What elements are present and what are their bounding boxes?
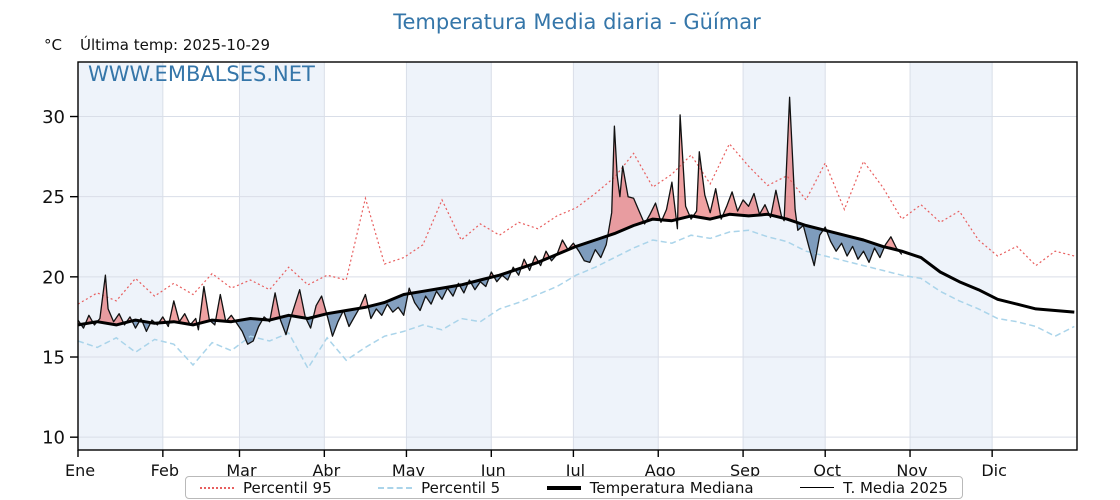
month-band <box>910 62 993 450</box>
percentil95-line-swatch <box>200 486 234 489</box>
x-tick-label: May <box>392 461 425 480</box>
plot-border <box>77 61 1078 451</box>
x-tick-label: Feb <box>151 461 179 480</box>
chart-title: Temperatura Media diaria - Güímar <box>393 10 761 34</box>
chart-legend: Percentil 95 Percentil 5 Temperatura Med… <box>185 476 963 499</box>
last-temp-label: Última temp: 2025-10-29 <box>80 36 271 54</box>
legend-item-percentil-95: Percentil 95 <box>200 479 332 497</box>
legend-label: Temperatura Mediana <box>589 478 754 497</box>
mediana-line-swatch <box>546 485 581 490</box>
y-axis-unit-label: °C <box>44 36 62 54</box>
x-tick-label: Nov <box>896 461 927 480</box>
month-band <box>239 62 325 450</box>
y-tick-label: 20 <box>42 267 65 288</box>
x-tick-label: Ago <box>645 461 676 480</box>
y-tick-label: 30 <box>42 107 65 128</box>
y-tick-label: 25 <box>42 187 65 208</box>
legend-item-percentil-5: Percentil 5 <box>378 479 500 497</box>
tmedia2025-line-swatch <box>800 487 835 488</box>
mediana-line <box>77 212 1075 327</box>
tmedia2025-line <box>77 96 903 345</box>
x-tick-label: Sep <box>730 461 760 480</box>
legend-label: T. Media 2025 <box>843 478 948 497</box>
x-tick-label: Dic <box>981 461 1007 480</box>
x-tick-label: Mar <box>226 461 257 480</box>
percentil5-line-swatch <box>378 486 413 489</box>
legend-item-tmedia-2025: T. Media 2025 <box>800 479 948 497</box>
percentil5-line <box>77 229 1075 370</box>
x-tick-label: Ene <box>65 461 95 480</box>
legend-label: Percentil 5 <box>421 478 501 497</box>
watermark-embalses: WWW.EMBALSES.NET <box>88 62 315 86</box>
y-tick-label: 10 <box>42 428 65 449</box>
month-band <box>78 62 163 450</box>
x-tick-label: Abr <box>312 461 340 480</box>
month-band <box>406 62 492 450</box>
y-tick-label: 15 <box>42 348 65 369</box>
fill-above-median <box>78 97 899 325</box>
legend-item-mediana: Temperatura Mediana <box>546 478 754 497</box>
x-tick-label: Jun <box>480 461 506 480</box>
x-tick-label: Jul <box>565 461 585 480</box>
x-tick-label: Oct <box>813 461 841 480</box>
legend-label: Percentil 95 <box>243 478 332 497</box>
